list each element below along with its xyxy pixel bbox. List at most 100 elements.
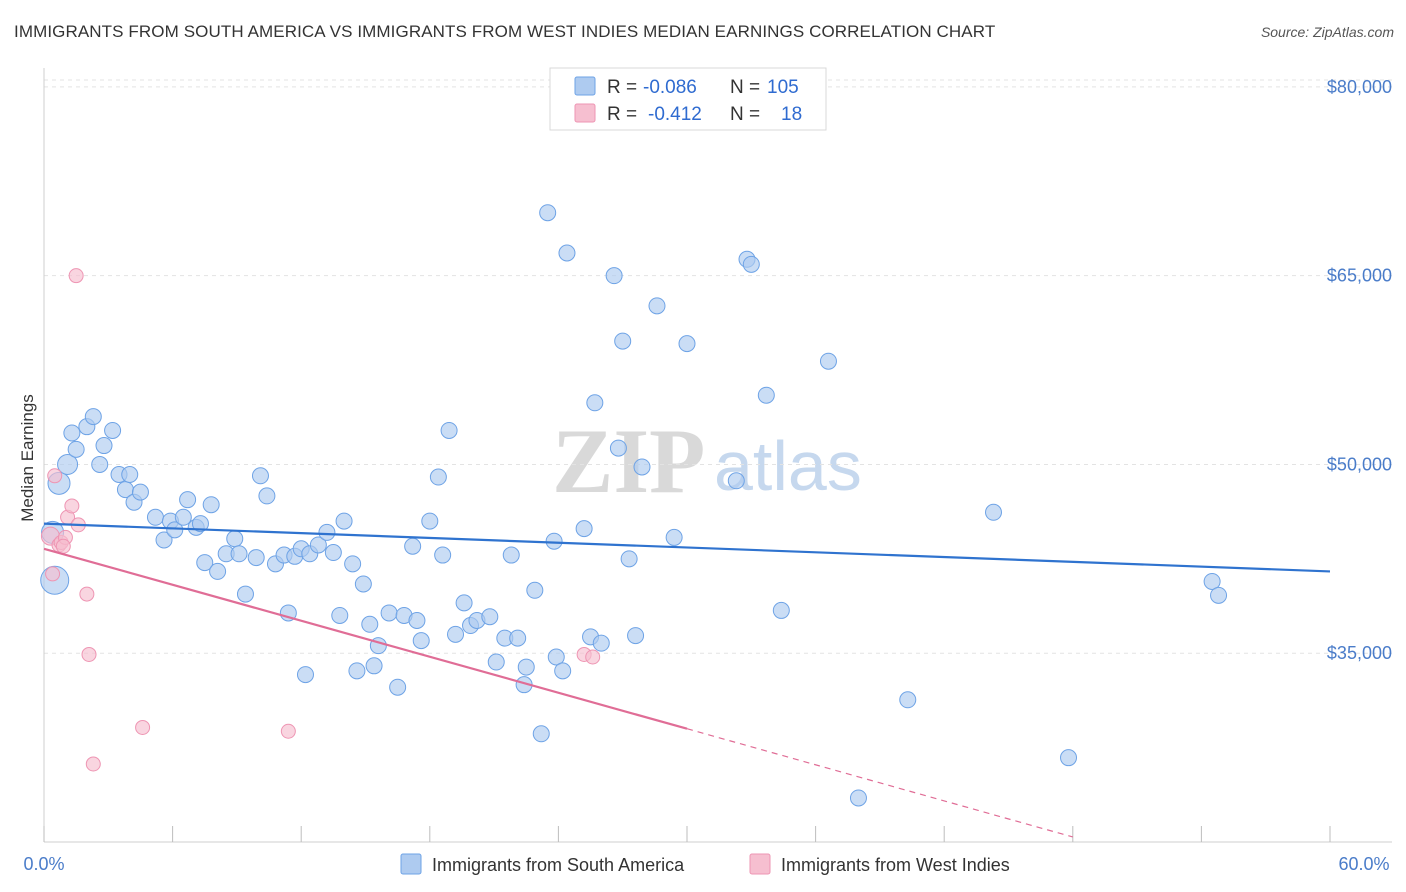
legend-n-label-1: N = <box>730 77 760 98</box>
point-south-america <box>155 531 173 549</box>
watermark-atlas: atlas <box>714 427 862 505</box>
point-south-america <box>547 648 565 666</box>
point-south-america <box>354 575 372 593</box>
legend-n-value-1: 105 <box>767 77 799 98</box>
point-south-america <box>361 615 379 633</box>
source-label: Source: ZipAtlas.com <box>1260 24 1394 40</box>
point-south-america <box>440 421 458 439</box>
y-axis-title: Median Earnings <box>18 394 37 522</box>
point-south-america <box>429 468 447 486</box>
point-west-indies <box>45 566 61 582</box>
point-south-america <box>202 496 220 514</box>
point-south-america <box>605 267 623 285</box>
point-west-indies <box>64 498 80 514</box>
point-south-america <box>251 467 269 485</box>
point-south-america <box>258 487 276 505</box>
y-tick-label: $80,000 <box>1327 77 1392 97</box>
trend-line-west-indies <box>43 547 688 730</box>
point-south-america <box>230 545 248 563</box>
point-south-america <box>412 632 430 650</box>
point-south-america <box>408 611 426 629</box>
point-south-america <box>665 528 683 546</box>
x-tick-label-max: 60.0% <box>1338 854 1389 874</box>
series-legend: Immigrants from South America Immigrants… <box>400 853 1010 875</box>
point-south-america <box>648 297 666 315</box>
trend-lines <box>43 522 1331 838</box>
point-south-america <box>532 725 550 743</box>
series-legend-label-west-indies: Immigrants from West Indies <box>781 855 1010 875</box>
point-south-america <box>344 555 362 573</box>
point-south-america <box>633 458 651 476</box>
legend-n-value-2: 18 <box>781 104 802 125</box>
point-south-america <box>226 530 244 548</box>
x-ticks <box>43 826 1331 842</box>
point-south-america <box>318 523 336 541</box>
point-south-america <box>57 453 79 475</box>
point-south-america <box>558 244 576 262</box>
point-south-america <box>196 554 214 572</box>
legend-r-value-1: -0.086 <box>643 77 697 98</box>
watermark: ZIP atlas <box>552 410 862 512</box>
point-south-america <box>627 627 645 645</box>
point-south-america <box>348 662 366 680</box>
point-south-america <box>517 658 535 676</box>
trend-line-south-america <box>43 522 1331 573</box>
point-south-america <box>247 549 265 567</box>
point-west-indies <box>47 468 63 484</box>
point-south-america <box>819 352 837 370</box>
data-points <box>40 204 1228 807</box>
point-south-america <box>575 520 593 538</box>
point-south-america <box>335 512 353 530</box>
point-south-america <box>91 455 109 473</box>
point-south-america <box>487 653 505 671</box>
point-south-america <box>1060 749 1078 767</box>
point-west-indies <box>55 538 71 554</box>
point-south-america <box>772 601 790 619</box>
legend-swatch-west-indies <box>574 103 596 123</box>
point-south-america <box>174 508 192 526</box>
point-south-america <box>481 608 499 626</box>
point-south-america <box>179 491 197 509</box>
point-south-america <box>592 634 610 652</box>
point-west-indies <box>585 649 601 665</box>
point-south-america <box>380 604 398 622</box>
point-south-america <box>421 512 439 530</box>
axes <box>43 68 1392 843</box>
point-south-america <box>296 666 314 684</box>
legend-r-label-2: R = <box>607 104 637 125</box>
point-south-america <box>526 581 544 599</box>
point-south-america <box>389 678 407 696</box>
point-south-america <box>447 625 465 643</box>
point-south-america <box>324 544 342 562</box>
legend-swatch-south-america <box>574 76 596 96</box>
point-south-america <box>620 550 638 568</box>
y-tick-label: $65,000 <box>1327 266 1392 286</box>
y-tick-labels: $35,000 $50,000 $65,000 $80,000 <box>1327 77 1392 663</box>
legend-box <box>549 67 827 131</box>
point-south-america <box>678 335 696 353</box>
point-south-america <box>1203 572 1221 590</box>
point-west-indies <box>81 646 97 662</box>
point-south-america <box>236 585 254 603</box>
point-south-america <box>95 437 113 455</box>
x-tick-label-min: 0.0% <box>23 854 64 874</box>
point-south-america <box>614 332 632 350</box>
point-south-america <box>1210 586 1228 604</box>
point-south-america <box>84 408 102 426</box>
point-west-indies <box>79 586 95 602</box>
point-south-america <box>849 789 867 807</box>
point-west-indies <box>85 756 101 772</box>
point-south-america <box>434 546 452 564</box>
point-south-america <box>191 515 209 533</box>
point-south-america <box>899 691 917 709</box>
series-legend-swatch-west-indies <box>749 853 771 875</box>
point-south-america <box>146 508 164 526</box>
point-south-america <box>331 606 349 624</box>
point-south-america <box>502 546 520 564</box>
point-south-america <box>984 503 1002 521</box>
point-south-america <box>209 562 227 580</box>
point-south-america <box>554 662 572 680</box>
y-tick-label: $50,000 <box>1327 454 1392 474</box>
y-tick-label: $35,000 <box>1327 643 1392 663</box>
point-south-america <box>63 424 81 442</box>
